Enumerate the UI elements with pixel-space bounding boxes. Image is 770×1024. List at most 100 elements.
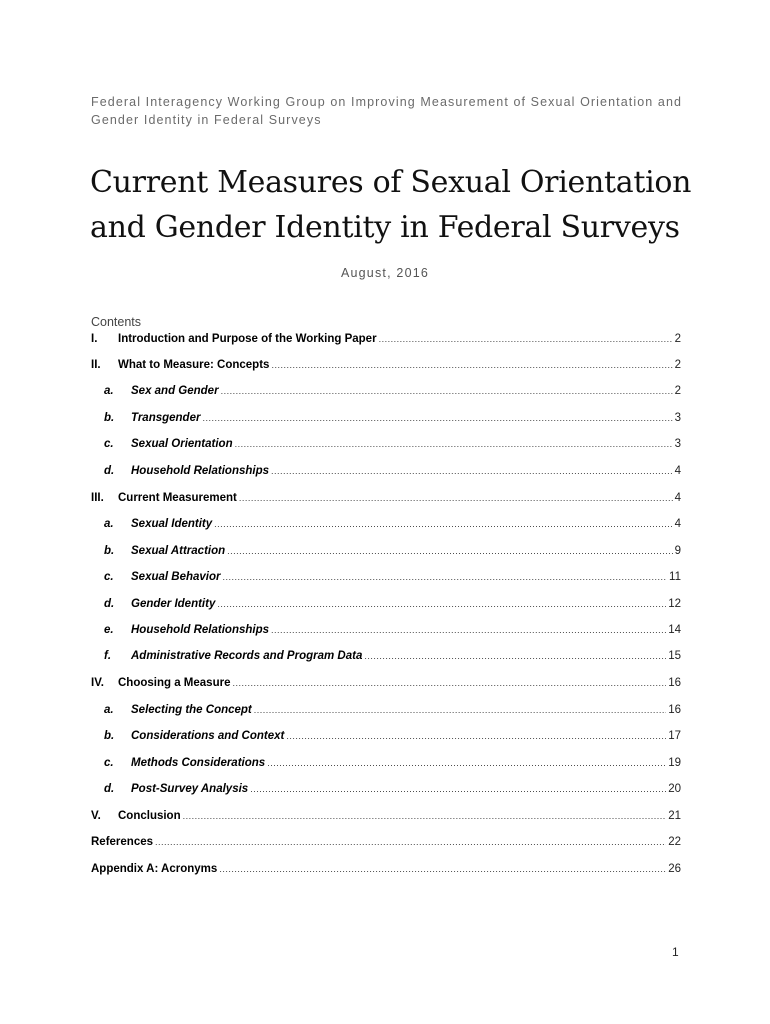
toc-entry-number: V. [91,810,101,822]
toc-entry[interactable]: a. Sexual Identity 4 [91,516,681,532]
toc-entry[interactable]: References 22 [91,834,681,850]
toc-entry-number: e. [104,624,114,636]
toc-entry-label: Post-Survey Analysis [131,783,249,795]
toc-entry-label: Selecting the Concept [131,704,252,716]
toc-dot-leader [232,675,666,691]
toc-entry-label: Considerations and Context [131,730,285,742]
toc-entry-number: d. [104,465,115,477]
toc-entry-page: 17 [668,730,681,742]
toc-entry-number: I. [91,333,98,345]
toc-entry[interactable]: b. Sexual Attraction 9 [91,543,681,559]
toc-entry-number: IV. [91,677,105,689]
toc-dot-leader [235,436,673,452]
toc-dot-leader [250,781,666,797]
toc-entry-page: 15 [668,650,681,662]
toc-dot-leader [202,410,672,426]
toc-entry-number: a. [104,704,114,716]
toc-dot-leader [239,490,673,506]
toc-dot-leader [271,463,673,479]
toc-entry[interactable]: f. Administrative Records and Program Dat… [91,648,681,664]
toc-entry[interactable]: a. Sex and Gender 2 [91,383,681,399]
toc-entry-page: 3 [674,412,681,424]
toc-entry-label: Methods Considerations [131,757,266,769]
toc-entry[interactable]: III. Current Measurement 4 [91,490,681,506]
toc-entry[interactable]: c. Sexual Behavior 11 [91,569,681,585]
toc-entry-number: f. [104,650,112,662]
toc-dot-leader [271,622,666,638]
toc-entry-page: 12 [668,598,681,610]
toc-entry-page: 2 [674,333,681,345]
toc-entry-page: 4 [674,518,681,530]
toc-entry-page: 9 [674,545,681,557]
toc-entry-label: Household Relationships [131,624,270,636]
toc-entry[interactable]: c. Methods Considerations 19 [91,755,681,771]
toc-entry-label: Sexual Attraction [131,545,226,557]
toc-entry[interactable]: e. Household Relationships 14 [91,622,681,638]
toc-entry[interactable]: V. Conclusion 21 [91,808,681,824]
toc-entry[interactable]: b. Transgender 3 [91,410,681,426]
toc-entry-label: Introduction and Purpose of the Working … [118,333,377,345]
toc-dot-leader [219,861,666,877]
toc-entry-page: 20 [668,783,681,795]
toc-entry[interactable]: a. Selecting the Concept 16 [91,702,681,718]
header-line-2: Gender Identity in Federal Surveys [91,113,322,127]
title-line-2: and Gender Identity in Federal Surveys [90,210,680,245]
toc-entry-page: 3 [674,438,681,450]
document-date: August, 2016 [340,266,430,280]
toc-entry-page: 4 [674,465,681,477]
toc-entry-label: Sexual Identity [131,518,213,530]
toc-dot-leader [155,834,666,850]
toc-entry-page: 16 [668,677,681,689]
toc-entry-label: Administrative Records and Program Data [131,650,363,662]
toc-entry[interactable]: d. Household Relationships 4 [91,463,681,479]
toc-entry-number: b. [104,545,115,557]
toc-entry-number: II. [91,359,101,371]
toc-entry-page: 4 [674,492,681,504]
title-line-1: Current Measures of Sexual Orientation [90,165,692,200]
toc-entry-number: c. [104,757,114,769]
toc-entry-page: 16 [668,704,681,716]
toc-entry[interactable]: b. Considerations and Context 17 [91,728,681,744]
toc-dot-leader [286,728,666,744]
toc-entry[interactable]: Appendix A: Acronyms 26 [91,861,681,877]
toc-entry-label: Choosing a Measure [118,677,231,689]
header-line-1: Federal Interagency Working Group on Imp… [91,95,683,109]
toc-dot-leader [271,357,672,373]
toc-entry-label: Gender Identity [131,598,216,610]
toc-entry[interactable]: d. Post-Survey Analysis 20 [91,781,681,797]
toc-entry-page: 2 [674,385,681,397]
toc-entry-page: 19 [668,757,681,769]
toc-entry-number: d. [104,598,115,610]
toc-entry-number: c. [104,438,114,450]
toc-entry[interactable]: d. Gender Identity 12 [91,596,681,612]
toc-dot-leader [221,383,673,399]
toc-entry-label: Sexual Behavior [131,571,221,583]
toc-entry[interactable]: c. Sexual Orientation 3 [91,436,681,452]
toc-entry-number: a. [104,385,114,397]
toc-entry-label: References [91,836,154,848]
toc-entry-number: a. [104,518,114,530]
toc-entry-page: 21 [668,810,681,822]
toc-entry-page: 22 [668,836,681,848]
toc-entry-number: b. [104,730,115,742]
toc-entry[interactable]: IV. Choosing a Measure 16 [91,675,681,691]
toc-entry[interactable]: I. Introduction and Purpose of the Workin… [91,331,681,347]
toc-dot-leader [222,569,667,585]
toc-entry-page: 11 [669,571,681,583]
toc-dot-leader [267,755,666,771]
toc-entry-label: Current Measurement [118,492,237,504]
toc-dot-leader [183,808,667,824]
page-number: 1 [672,945,679,959]
toc-entry[interactable]: II. What to Measure: Concepts 2 [91,357,681,373]
document-header: Federal Interagency Working Group on Imp… [91,93,691,129]
toc-entry-page: 14 [668,624,681,636]
toc-entry-number: b. [104,412,115,424]
toc-entry-number: d. [104,783,115,795]
toc-dot-leader [364,648,666,664]
toc-dot-leader [227,543,672,559]
toc-dot-leader [254,702,666,718]
toc-entry-label: Sex and Gender [131,385,219,397]
toc-entry-page: 2 [674,359,681,371]
toc-entry-label: Conclusion [118,810,181,822]
